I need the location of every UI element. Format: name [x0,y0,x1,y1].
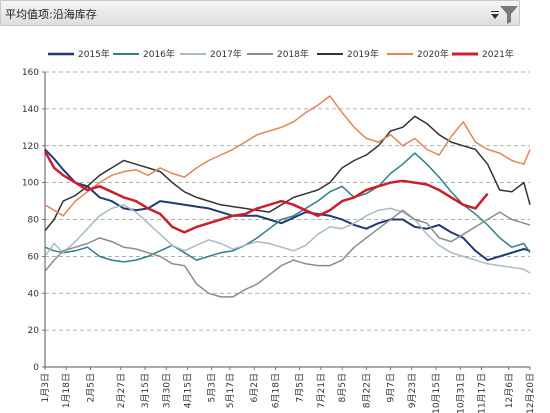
legend-label: 2020年 [417,48,449,60]
chart-filter-header: 平均值项:沿海库存 [0,0,520,26]
legend-label: 2015年 [78,48,110,60]
series-line-2018年 [44,209,531,298]
y-tick-label: 100 [22,179,39,189]
y-tick-label: 20 [28,326,40,336]
series-line-2015年 [44,148,531,262]
x-tick-label: 6月2日 [249,373,260,402]
field-title: 平均值项:沿海库存 [5,8,97,21]
y-tick-label: 80 [28,216,40,226]
x-tick-label: 10月31日 [455,373,466,413]
legend-label: 2019年 [347,48,379,60]
y-tick-label: 160 [22,68,39,78]
y-tick-label: 60 [28,252,40,262]
y-tick-label: 0 [33,363,39,373]
series-line-2020年 [44,95,531,217]
x-tick-label: 1月18日 [61,373,72,408]
x-tick-label: 4月15日 [182,373,193,408]
x-tick-label: 9月23日 [407,373,418,408]
x-tick-label: 5月17日 [225,373,236,408]
legend-label: 2018年 [277,48,309,60]
x-tick-label: 3月30日 [161,373,172,408]
legend-label: 2021年 [482,48,514,60]
x-tick-label: 7月21日 [316,373,327,408]
series-line-2017年 [44,204,531,274]
y-tick-label: 40 [28,289,40,299]
x-tick-label: 6月18日 [270,373,281,408]
x-tick-label: 2月5日 [85,373,96,402]
funnel-filter-icon[interactable] [498,3,520,25]
legend-label: 2016年 [143,48,175,60]
x-tick-label: 10月15日 [431,373,442,413]
x-tick-label: 1月3日 [40,373,51,402]
y-tick-label: 120 [22,142,39,152]
x-tick-label: 11月17日 [477,373,488,413]
x-tick-label: 7月5日 [295,373,306,402]
x-tick-label: 3月15日 [140,373,151,408]
x-tick-label: 8月22日 [361,373,372,408]
x-tick-label: 2月27日 [116,373,127,408]
x-tick-label: 8月5日 [337,373,348,402]
y-tick-label: 140 [22,105,39,115]
x-tick-label: 5月3日 [207,373,218,402]
dropdown-arrow-icon[interactable] [490,9,500,21]
series-line-2019年 [44,115,531,232]
x-tick-label: 9月7日 [386,373,397,402]
x-tick-label: 12月6日 [504,373,515,408]
x-tick-label: 12月20日 [525,373,536,413]
legend-label: 2017年 [210,48,242,60]
series-line-2021年 [43,150,489,234]
series-line-2016年 [44,152,531,263]
line-chart: 0 20 40 60 80 100 120 140 160 1月3日 1月18日 2月5日 2月27日 3… [22,48,536,413]
